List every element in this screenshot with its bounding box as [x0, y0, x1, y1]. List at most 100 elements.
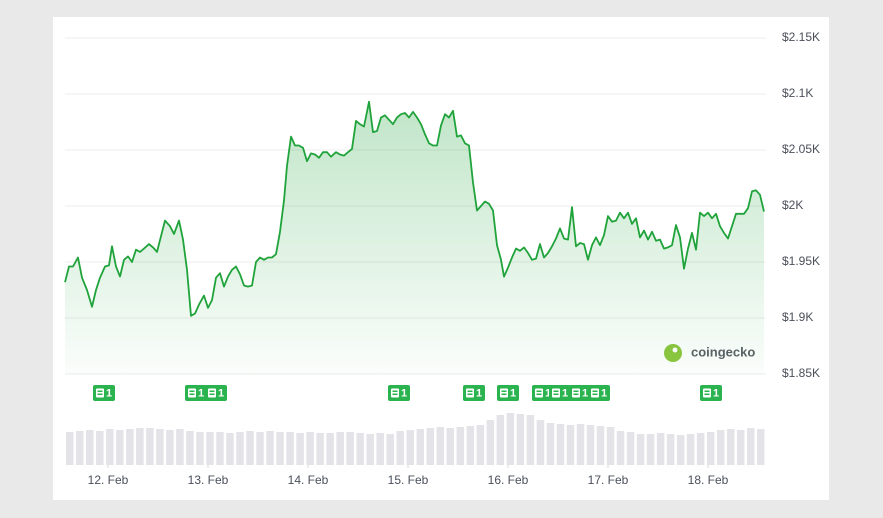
event-icon	[535, 388, 543, 398]
volume-bar	[636, 434, 645, 465]
volume-bar	[386, 434, 394, 465]
x-tick-label: 14. Feb	[288, 473, 329, 487]
x-tick-label: 16. Feb	[488, 473, 529, 487]
volume-bar	[526, 415, 535, 465]
event-icon-line	[189, 390, 195, 392]
event-count: 1	[510, 387, 516, 399]
event-icon	[703, 388, 711, 398]
event-icon	[188, 388, 196, 398]
volume-bar	[366, 434, 374, 465]
event-icon	[500, 388, 508, 398]
event-count: 1	[106, 387, 112, 399]
volume-bar	[666, 434, 675, 465]
y-tick-label: $1.95K	[782, 254, 820, 268]
event-icon-line	[209, 390, 215, 392]
volume-bar	[156, 429, 164, 465]
event-icon-line	[392, 390, 398, 392]
event-count: 1	[218, 387, 224, 399]
volume-bar	[276, 432, 284, 465]
x-tick-label: 13. Feb	[188, 473, 229, 487]
event-icon-line	[704, 390, 710, 392]
event-count: 1	[713, 387, 719, 399]
volume-bar	[716, 430, 725, 465]
volume-bar	[216, 432, 224, 465]
volume-bar	[246, 431, 254, 465]
volume-bar	[706, 432, 715, 465]
volume-bar	[296, 433, 304, 465]
volume-bar	[136, 428, 144, 465]
event-count: 1	[545, 387, 551, 399]
volume-bar	[586, 425, 595, 465]
event-badge: 1	[185, 385, 207, 401]
volume-bar	[466, 426, 475, 465]
event-icon-line	[392, 393, 398, 395]
volume-bar	[486, 420, 495, 465]
event-icon-line	[97, 390, 103, 392]
volume-bar	[346, 432, 354, 465]
volume-bar	[516, 414, 525, 465]
event-badge: 1	[463, 385, 485, 401]
volume-bar	[316, 433, 324, 465]
event-count: 1	[401, 387, 407, 399]
event-icon-line	[573, 393, 579, 395]
volume-bar	[236, 432, 244, 465]
volume-bar	[646, 434, 655, 465]
event-icon-line	[501, 390, 507, 392]
event-badge: 1	[700, 385, 722, 401]
volume-bar	[76, 431, 84, 465]
volume-bar	[396, 431, 404, 465]
volume-bar	[106, 429, 114, 465]
volume-bar	[596, 426, 605, 465]
event-count: 1	[198, 387, 204, 399]
volume-bar	[676, 435, 685, 465]
volume-bar	[226, 433, 234, 465]
event-icon-line	[501, 393, 507, 395]
volume-bar	[476, 425, 485, 465]
event-count: 1	[562, 387, 568, 399]
event-icon	[391, 388, 399, 398]
volume-bar	[656, 433, 665, 465]
event-icon-line	[536, 390, 542, 392]
event-icon	[208, 388, 216, 398]
event-icon-line	[704, 393, 710, 395]
volume-bar	[416, 429, 425, 465]
volume-bar	[146, 428, 154, 465]
volume-bar	[176, 429, 184, 465]
volume-bar	[266, 431, 274, 465]
volume-bar	[186, 431, 194, 465]
volume-bar	[546, 423, 555, 465]
x-tick-label: 18. Feb	[688, 473, 729, 487]
y-tick-label: $2.15K	[782, 30, 820, 44]
price-line	[64, 100, 765, 317]
event-icon	[466, 388, 474, 398]
event-badge: 1	[549, 385, 571, 401]
event-icon-line	[467, 393, 473, 395]
x-tick-label: 12. Feb	[88, 473, 129, 487]
volume-bar	[166, 430, 174, 465]
volume-bar	[576, 424, 585, 465]
event-badge: 1	[569, 385, 591, 401]
x-tick-label: 15. Feb	[388, 473, 429, 487]
event-count: 1	[476, 387, 482, 399]
volume-bar	[206, 432, 214, 465]
volume-bar	[456, 427, 465, 465]
event-icon-line	[592, 393, 598, 395]
y-tick-label: $2.1K	[782, 86, 813, 100]
volume-bar	[376, 433, 384, 465]
volume-bar	[86, 430, 94, 465]
y-tick-label: $1.9K	[782, 310, 813, 324]
volume-bar	[746, 428, 755, 465]
event-badge: 1	[588, 385, 610, 401]
volume-bar	[626, 432, 635, 465]
event-icon	[572, 388, 580, 398]
volume-bar	[606, 427, 615, 465]
volume-bar	[326, 433, 334, 465]
y-tick-label: $2.05K	[782, 142, 820, 156]
volume-bar	[446, 428, 455, 465]
volume-bar	[66, 432, 74, 465]
event-badge: 1	[532, 385, 554, 401]
event-count: 1	[601, 387, 607, 399]
event-icon	[96, 388, 104, 398]
